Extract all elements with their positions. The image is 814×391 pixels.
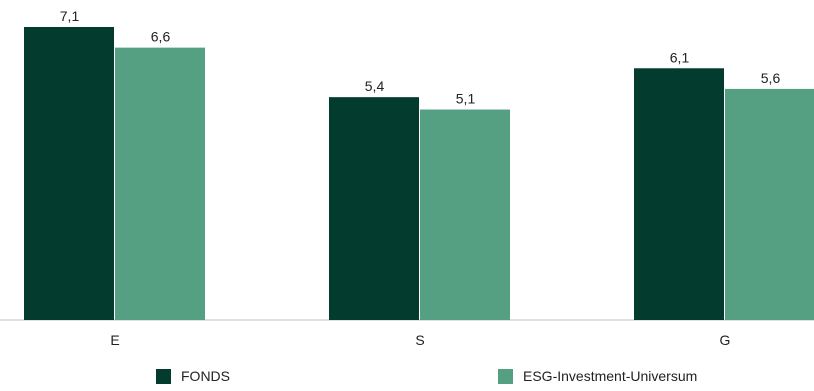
legend-label-fonds: FONDS (181, 368, 230, 384)
legend-swatch-esg-universum (498, 368, 513, 384)
legend-item-fonds: FONDS (156, 368, 230, 384)
value-label-g-fonds: 6,1 (670, 49, 690, 65)
value-label-e-esg-investment-universum: 6,6 (151, 29, 171, 45)
x-tick-label-e: E (110, 332, 119, 348)
value-label-e-fonds: 7,1 (60, 8, 80, 24)
bar-g-fonds (634, 68, 724, 320)
bar-s-esg-investment-universum (420, 109, 510, 320)
value-label-g-esg-investment-universum: 5,6 (761, 70, 781, 86)
bars-group (24, 27, 814, 321)
bar-g-esg-investment-universum (725, 88, 814, 321)
legend-label-esg-universum: ESG-Investment-Universum (523, 368, 698, 384)
legend: FONDS ESG-Investment-Universum (0, 368, 814, 388)
legend-swatch-fonds (156, 368, 171, 384)
x-tick-label-s: S (415, 332, 424, 348)
value-labels-group: 7,1 6,6 5,4 5,1 6,1 5,6 (60, 8, 781, 107)
bar-s-fonds (329, 97, 419, 320)
bar-e-fonds (24, 27, 114, 320)
bar-e-esg-investment-universum (115, 47, 205, 321)
value-label-s-esg-investment-universum: 5,1 (456, 91, 476, 107)
legend-item-esg-universum: ESG-Investment-Universum (498, 368, 697, 384)
x-tick-label-g: G (720, 332, 731, 348)
value-label-s-fonds: 5,4 (365, 78, 385, 94)
